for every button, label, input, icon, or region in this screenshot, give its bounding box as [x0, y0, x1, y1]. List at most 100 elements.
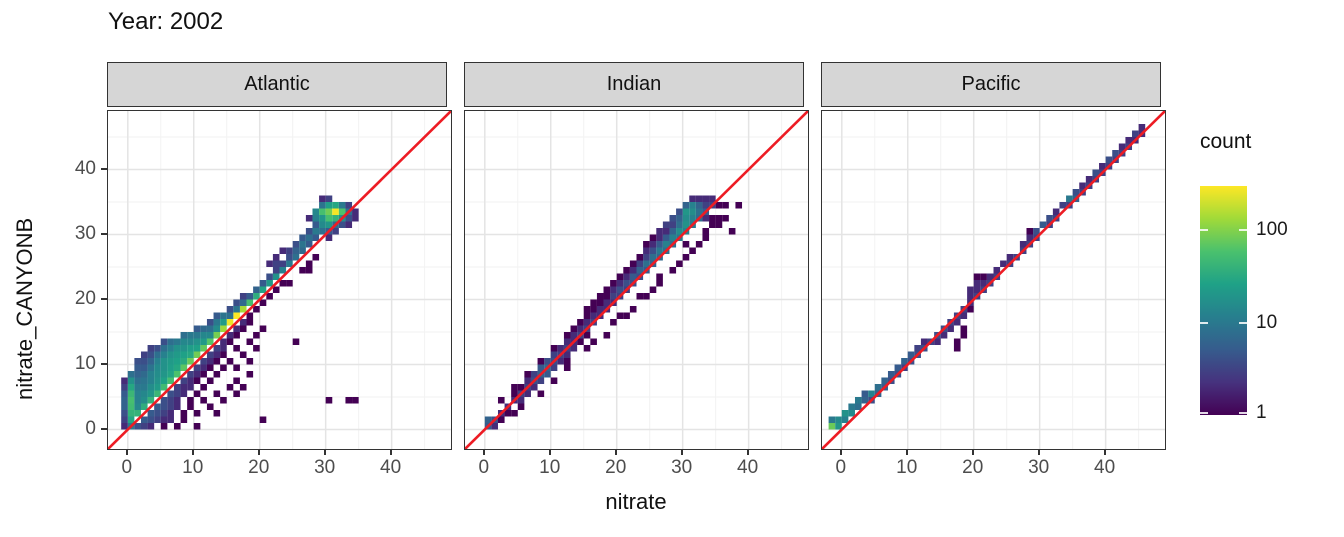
- bin: [967, 286, 974, 293]
- bin: [603, 299, 611, 306]
- bin: [127, 371, 135, 378]
- bin: [180, 332, 188, 339]
- bin: [213, 410, 221, 417]
- bin: [160, 338, 168, 345]
- bin: [127, 390, 135, 397]
- bin: [246, 371, 254, 378]
- bin: [735, 202, 743, 209]
- legend-tick-mark: [1239, 321, 1247, 324]
- bin: [299, 234, 306, 241]
- bin: [325, 202, 333, 209]
- bin: [154, 351, 161, 358]
- x-tick-label: 30: [1028, 457, 1050, 478]
- bin: [550, 364, 558, 371]
- bin: [154, 410, 161, 417]
- bin: [239, 319, 247, 326]
- bin: [134, 358, 141, 365]
- bin: [272, 286, 280, 293]
- bin: [286, 280, 293, 287]
- bin: [1092, 169, 1100, 176]
- bin: [180, 416, 188, 423]
- bin: [1079, 182, 1086, 189]
- bin: [206, 364, 214, 371]
- bin: [709, 215, 716, 222]
- bin: [550, 377, 558, 384]
- bin: [121, 416, 128, 423]
- bin: [616, 312, 624, 319]
- bin: [292, 247, 300, 254]
- bin: [253, 286, 260, 293]
- bin: [953, 345, 961, 352]
- bin: [147, 423, 155, 430]
- bin: [596, 306, 604, 313]
- bin: [695, 208, 703, 215]
- bin: [894, 364, 902, 371]
- bin: [127, 384, 135, 391]
- x-tick-label: 0: [478, 457, 490, 478]
- legend-title: count: [1200, 130, 1252, 153]
- bin: [121, 377, 128, 384]
- bin: [134, 364, 141, 371]
- bin: [147, 364, 155, 371]
- bin: [187, 358, 194, 365]
- bin: [715, 221, 723, 228]
- bin: [286, 254, 293, 261]
- legend-tick-label: 100: [1256, 219, 1288, 241]
- bin: [874, 384, 882, 391]
- panel-pacific: [821, 110, 1166, 450]
- bin: [702, 215, 710, 222]
- bin: [213, 312, 221, 319]
- x-tick-mark: [257, 449, 260, 455]
- bin: [140, 358, 148, 365]
- bin: [682, 241, 690, 248]
- bin: [160, 397, 168, 404]
- bin: [173, 371, 181, 378]
- bin: [1000, 260, 1007, 267]
- bin: [603, 293, 611, 300]
- bin: [643, 241, 650, 248]
- bin: [695, 195, 703, 202]
- bin: [1132, 130, 1139, 137]
- bin: [233, 325, 240, 332]
- bin: [563, 338, 571, 345]
- bin: [656, 280, 663, 287]
- bin: [253, 293, 260, 300]
- x-tick-mark: [905, 449, 908, 455]
- bin: [193, 410, 201, 417]
- bin: [246, 338, 254, 345]
- bin: [596, 293, 604, 300]
- bin: [649, 241, 657, 248]
- bin: [914, 345, 921, 352]
- bin: [1118, 143, 1126, 150]
- bin: [180, 364, 188, 371]
- x-tick-label: 20: [605, 457, 627, 478]
- bin: [154, 390, 161, 397]
- identity-line-pacific: [822, 111, 1165, 449]
- bin: [967, 293, 974, 300]
- bin: [728, 228, 736, 235]
- bin: [517, 384, 525, 391]
- bin: [993, 267, 1001, 274]
- bin: [689, 208, 696, 215]
- y-axis-title: nitrate_CANYONB: [12, 217, 37, 400]
- x-tick-mark: [482, 449, 485, 455]
- panel-atlantic: [107, 110, 452, 450]
- bin: [200, 364, 207, 371]
- bin: [345, 202, 353, 209]
- bin: [246, 319, 254, 326]
- legend-tick-mark: [1200, 412, 1208, 414]
- x-tick-label: 40: [1094, 457, 1116, 478]
- bin: [160, 345, 168, 352]
- bin: [682, 254, 690, 261]
- panel-canvas-pacific: [822, 111, 1165, 449]
- bin: [272, 273, 280, 280]
- bin: [312, 234, 320, 241]
- bin: [233, 299, 240, 306]
- bin: [167, 351, 174, 358]
- bin: [206, 377, 214, 384]
- bin: [187, 351, 194, 358]
- bin: [226, 306, 234, 313]
- bin: [140, 364, 148, 371]
- bin: [868, 390, 875, 397]
